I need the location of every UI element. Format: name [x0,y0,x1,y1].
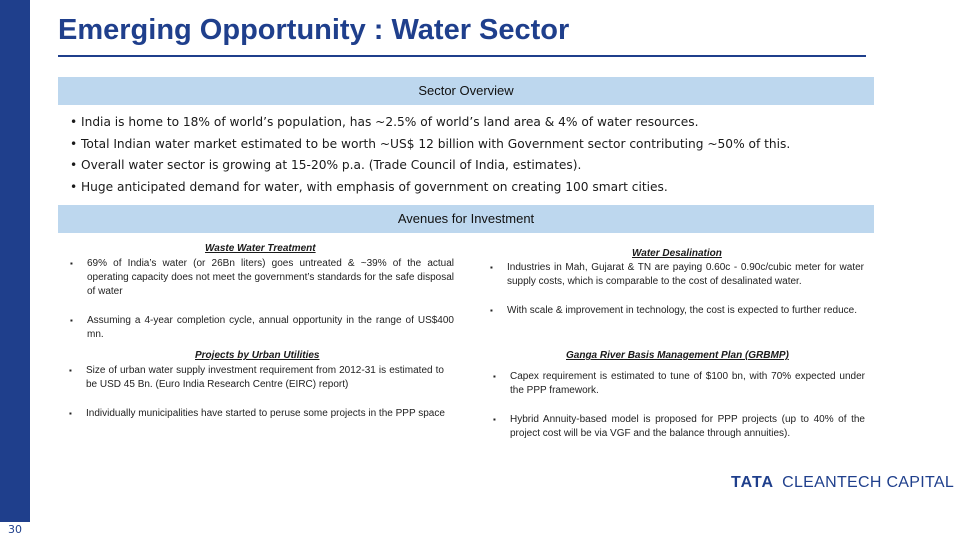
ganga-point-2: Hybrid Annuity-based model is proposed f… [510,414,865,439]
urban-utilities-point-2: Individually municipalities have started… [86,408,445,419]
title-underline [58,55,866,57]
list-item: ▪ Capex requirement is estimated to tune… [493,370,865,398]
list-item: ▪ 69% of India’s water (or 26Bn liters) … [70,257,454,299]
desalination-point-2: With scale & improvement in technology, … [507,305,857,316]
ganga-heading: Ganga River Basis Management Plan (GRBMP… [566,350,789,361]
bullet-icon: • [70,158,78,172]
avenues-heading: Avenues for Investment [58,205,874,233]
square-bullet-icon: ▪ [69,409,72,418]
bullet-icon: • [70,115,78,129]
page-title: Emerging Opportunity : Water Sector [58,14,570,46]
bullet-icon: • [70,136,78,151]
list-item: ▪ Hybrid Annuity-based model is proposed… [493,413,865,441]
waste-water-point-2: Assuming a 4-year completion cycle, annu… [87,315,454,340]
overview-text: Total Indian water market estimated to b… [81,136,791,151]
waste-water-point-1: 69% of India’s water (or 26Bn liters) go… [87,258,454,297]
list-item: ▪ Industries in Mah, Gujarat & TN are pa… [490,261,864,289]
list-item: ▪ Size of urban water supply investment … [69,364,444,392]
bullet-icon: • [70,179,78,194]
square-bullet-icon: ▪ [490,263,493,272]
list-item: ▪ With scale & improvement in technology… [490,304,864,318]
list-item: • Huge anticipated demand for water, with… [70,177,870,199]
sector-overview-list: • India is home to 18% of world’s populat… [70,112,870,198]
ganga-point-1: Capex requirement is estimated to tune o… [510,371,865,396]
tata-cleantech-logo: TATA CLEANTECH CAPITAL [731,472,954,494]
page-number: 30 [0,522,30,540]
overview-text: Overall water sector is growing at 15-20… [81,158,582,172]
list-item: ▪ Assuming a 4-year completion cycle, an… [70,314,454,342]
square-bullet-icon: ▪ [493,415,496,424]
urban-utilities-heading: Projects by Urban Utilities [195,350,320,361]
logo-brand: TATA [731,474,775,491]
waste-water-heading: Waste Water Treatment [205,243,316,254]
logo-name: CLEANTECH CAPITAL [782,474,955,491]
left-accent-bar [0,0,30,540]
square-bullet-icon: ▪ [493,372,496,381]
overview-text: India is home to 18% of world’s populati… [81,115,699,129]
square-bullet-icon: ▪ [70,316,73,325]
square-bullet-icon: ▪ [69,366,72,375]
overview-text: Huge anticipated demand for water, with … [81,179,668,194]
list-item: ▪ Individually municipalities have start… [69,407,448,421]
desalination-point-1: Industries in Mah, Gujarat & TN are payi… [507,262,864,287]
urban-utilities-point-1: Size of urban water supply investment re… [86,365,444,390]
square-bullet-icon: ▪ [490,306,493,315]
sector-overview-heading: Sector Overview [58,77,874,105]
desalination-heading: Water Desalination [632,248,722,259]
square-bullet-icon: ▪ [70,259,73,268]
list-item: • Overall water sector is growing at 15-2… [70,155,870,177]
list-item: • Total Indian water market estimated to … [70,134,870,156]
list-item: • India is home to 18% of world’s populat… [70,112,870,134]
